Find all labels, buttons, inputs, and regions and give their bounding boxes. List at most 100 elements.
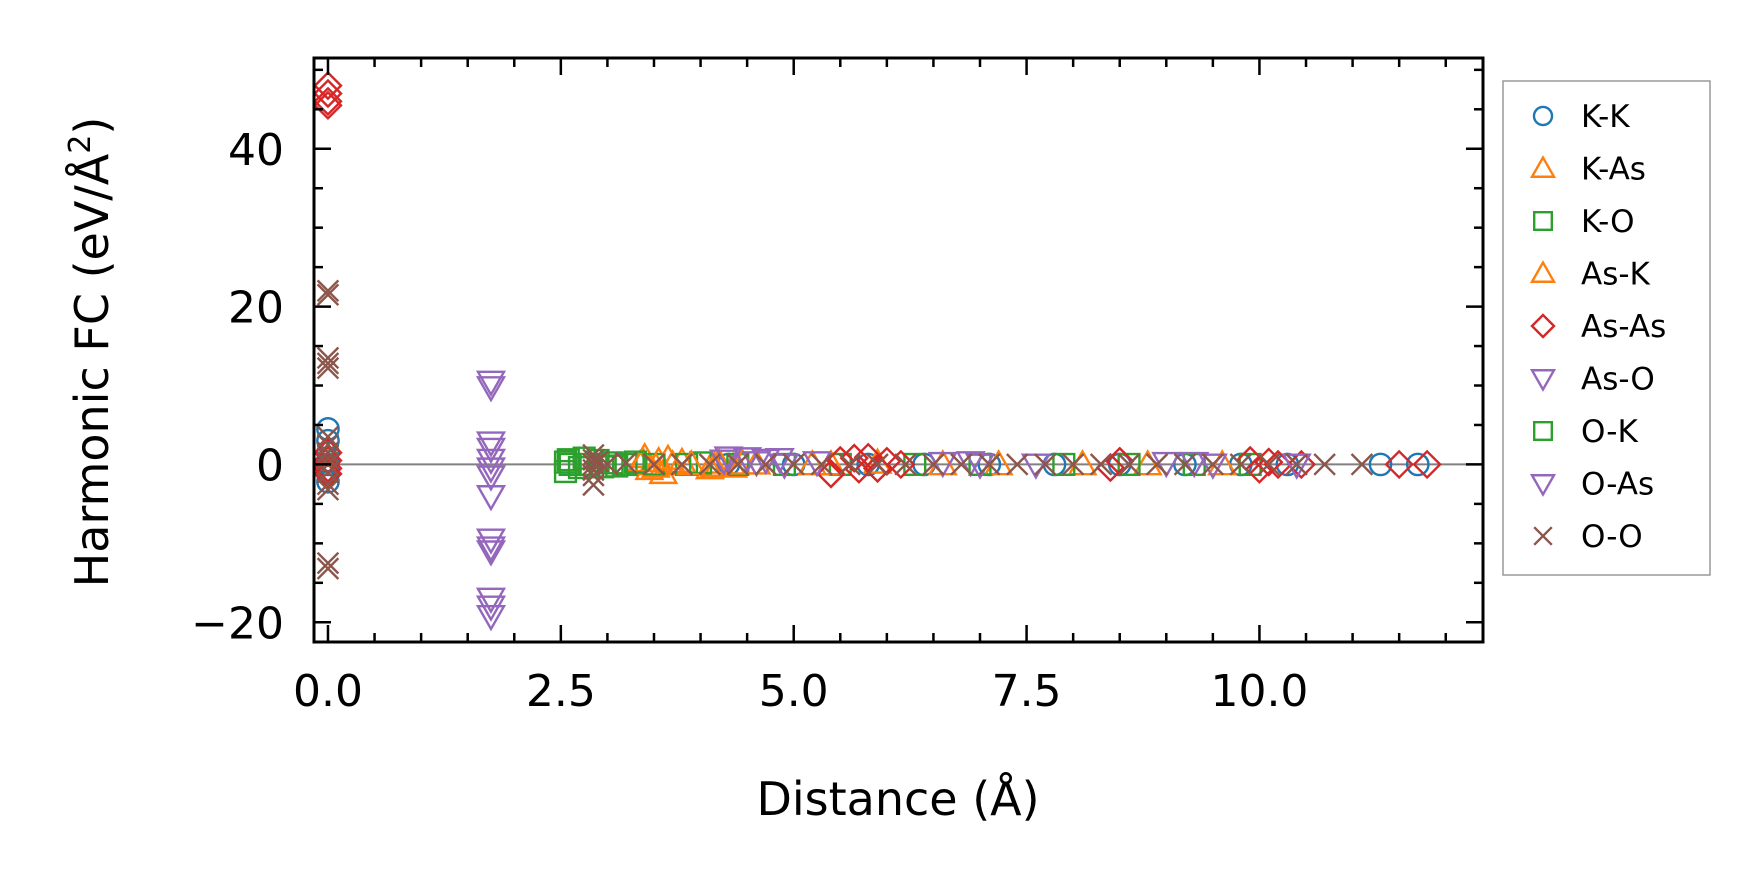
point-o-o — [894, 453, 917, 476]
point-o-o — [782, 453, 805, 476]
series-o-as — [708, 447, 1210, 479]
point-as-k — [640, 451, 671, 478]
point-as-o — [475, 540, 507, 567]
legend-item-o-as: O-As — [1529, 467, 1654, 503]
legend-label-o-o: O-O — [1581, 519, 1643, 555]
point-o-o — [596, 453, 619, 476]
point-o-o — [978, 453, 1001, 476]
x-tick-labels: 0.0 2.5 5.0 7.5 10.0 — [293, 666, 1308, 717]
point-as-o — [713, 446, 744, 473]
point-as-o — [475, 536, 507, 563]
point-o-as — [1179, 451, 1210, 479]
point-o-o — [316, 557, 340, 580]
point-k-o — [642, 452, 666, 477]
point-as-o — [475, 370, 507, 397]
point-as-o — [1151, 451, 1182, 479]
point-o-as — [708, 449, 739, 476]
point-o-o — [1229, 453, 1253, 476]
point-as-as — [1254, 447, 1284, 477]
point-o-o — [1145, 453, 1169, 476]
point-o-as — [764, 447, 795, 475]
series-as-as — [314, 70, 1442, 489]
legend-marker-k-o — [1532, 210, 1553, 231]
legend-marker-as-k — [1529, 260, 1557, 283]
point-o-o — [614, 451, 638, 475]
series-o-o — [316, 279, 1374, 580]
point-as-o — [475, 457, 507, 484]
point-as-o — [750, 448, 781, 476]
legend-marker-k-as — [1529, 155, 1557, 178]
y-tick-label: 20 — [228, 283, 284, 334]
plot-frame — [312, 56, 1485, 644]
point-o-o — [582, 448, 605, 471]
point-o-o — [316, 346, 340, 370]
point-o-o — [1061, 453, 1085, 476]
legend-item-k-o: K-O — [1532, 204, 1635, 240]
point-as-o — [475, 465, 507, 492]
legend-marker-as-as — [1530, 313, 1556, 339]
y-axis-label-superscript: 2 — [63, 135, 98, 154]
point-o-o — [1201, 453, 1225, 476]
point-as-as — [314, 459, 343, 489]
point-o-o — [642, 453, 666, 476]
point-k-k — [1368, 452, 1393, 477]
point-o-o — [316, 352, 340, 375]
legend-label-k-as: K-As — [1581, 152, 1646, 188]
point-o-o — [726, 453, 750, 476]
point-as-as — [314, 90, 343, 121]
point-o-o — [316, 551, 340, 575]
x-tick-label: 7.5 — [992, 666, 1062, 717]
point-o-o — [1313, 453, 1336, 476]
legend: K-K K-As K-O As-K As-As As-O O-K O-As O-O — [1529, 99, 1666, 555]
point-o-o — [316, 425, 340, 449]
point-as-o — [475, 448, 507, 476]
point-o-o — [316, 279, 340, 303]
point-o-o — [866, 453, 889, 476]
point-o-o — [316, 356, 340, 380]
point-as-o — [475, 595, 507, 622]
legend-label-k-o: K-O — [1581, 204, 1635, 240]
x-tick-label: 5.0 — [759, 666, 829, 717]
series-as-o — [475, 370, 1312, 632]
y-tick-label: 40 — [228, 125, 284, 176]
point-as-o — [927, 451, 958, 479]
point-as-as — [314, 86, 343, 117]
point-o-o — [582, 473, 605, 497]
legend-label-as-o: As-O — [1581, 362, 1655, 398]
point-as-as — [1412, 449, 1442, 480]
x-tick-label: 2.5 — [526, 666, 596, 717]
point-as-k — [699, 450, 730, 477]
legend-marker-o-k — [1532, 421, 1553, 442]
point-as-as — [816, 459, 846, 489]
point-o-o — [1285, 453, 1308, 476]
y-tick-label: −20 — [191, 598, 284, 649]
point-as-o — [475, 376, 507, 403]
legend-item-o-o: O-O — [1533, 519, 1643, 555]
point-o-as — [955, 451, 986, 478]
legend-marker-as-o — [1529, 369, 1557, 392]
legend-marker-o-o — [1533, 526, 1553, 546]
y-tick-labels: −20 0 20 40 — [191, 125, 284, 650]
legend-item-k-as: K-As — [1529, 152, 1646, 188]
x-tick-label: 10.0 — [1210, 666, 1308, 717]
point-as-as — [314, 78, 343, 109]
point-o-o — [698, 453, 722, 476]
point-as-as — [314, 70, 343, 101]
point-o-o — [1033, 453, 1057, 476]
legend-label-as-as: As-As — [1581, 309, 1666, 345]
point-o-o — [754, 453, 778, 476]
point-as-o — [475, 485, 507, 512]
point-o-o — [1257, 453, 1281, 476]
point-as-o — [1281, 453, 1312, 480]
point-as-o — [475, 587, 507, 615]
point-o-o — [1089, 453, 1113, 476]
point-o-o — [1117, 453, 1141, 476]
legend-label-k-k: K-K — [1581, 99, 1630, 135]
point-k-k — [1405, 452, 1430, 477]
point-o-as — [741, 451, 772, 478]
scatter-points — [314, 70, 1442, 632]
point-k-o — [553, 459, 578, 484]
point-as-o — [475, 431, 507, 458]
point-as-as — [1384, 449, 1414, 480]
